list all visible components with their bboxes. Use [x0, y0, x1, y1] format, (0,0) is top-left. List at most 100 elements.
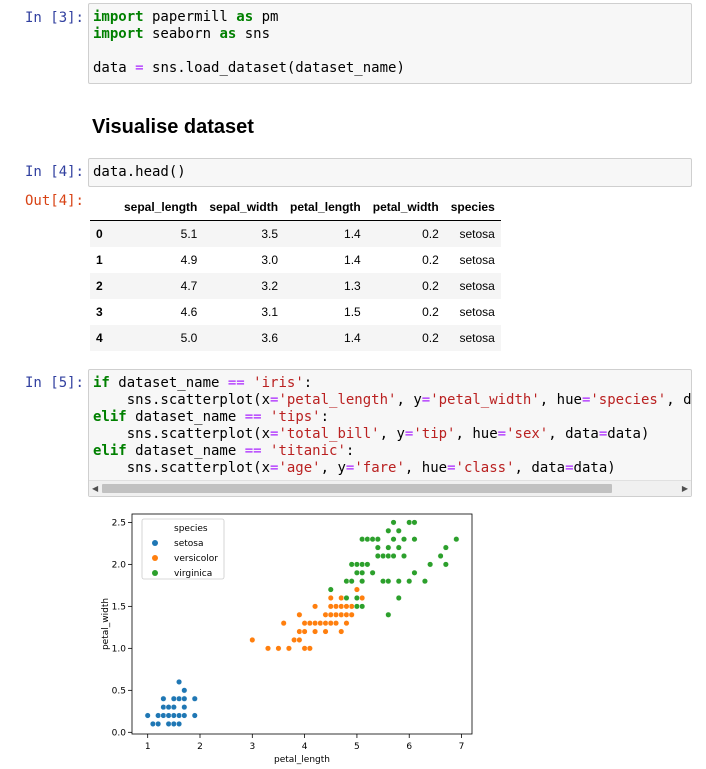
cell-4-prompt: In [4]:	[24, 164, 84, 180]
data-point-versicolor	[327, 611, 334, 618]
data-point-virginica	[442, 561, 449, 568]
data-point-setosa	[155, 712, 162, 719]
code-line: sns.scatterplot(x='total_bill', y='tip',…	[93, 426, 650, 442]
x-tick-label: 2	[197, 742, 203, 752]
data-point-virginica	[411, 569, 418, 576]
column-header: species	[444, 194, 501, 221]
legend-marker-setosa	[152, 540, 158, 546]
data-point-virginica	[442, 544, 449, 551]
data-point-versicolor	[327, 620, 334, 627]
scrollbar-thumb[interactable]	[102, 484, 612, 493]
y-tick-label: 2.5	[112, 518, 126, 528]
data-point-virginica	[395, 594, 402, 602]
legend-label-setosa: setosa	[174, 539, 203, 549]
table-row: 3 4.6 3.1 1.5 0.2 setosa	[90, 299, 501, 325]
data-point-versicolor	[338, 611, 345, 618]
data-point-virginica	[343, 594, 350, 602]
code-line: if dataset_name == 'iris':	[93, 375, 313, 391]
data-point-virginica	[353, 569, 360, 576]
section-heading: Visualise dataset	[92, 116, 254, 138]
data-point-setosa	[160, 704, 167, 711]
data-point-versicolor	[343, 611, 350, 618]
column-header: petal_width	[366, 194, 445, 221]
data-point-setosa	[165, 720, 172, 727]
data-point-setosa	[176, 720, 183, 727]
y-tick-label: 1.0	[112, 644, 127, 654]
data-point-setosa	[191, 712, 198, 719]
table-cell: 1.3	[344, 279, 361, 293]
table-cell: 3.0	[261, 253, 279, 267]
data-point-setosa	[149, 720, 156, 727]
data-point-setosa	[170, 695, 177, 702]
data-point-versicolor	[338, 628, 345, 635]
data-point-versicolor	[338, 603, 345, 610]
data-point-versicolor	[338, 594, 345, 602]
data-point-versicolor	[312, 620, 319, 627]
data-point-versicolor	[343, 603, 350, 610]
data-point-versicolor	[249, 636, 256, 644]
table-cell: 3.5	[261, 227, 279, 241]
data-point-virginica	[359, 569, 366, 576]
data-point-virginica	[385, 544, 392, 551]
x-tick-label: 3	[249, 742, 255, 752]
code-cell-3-source[interactable]: import papermill as pm import seaborn as …	[89, 4, 691, 77]
data-point-versicolor	[348, 611, 355, 618]
table-row: 1 4.9 3.0 1.4 0.2 setosa	[90, 247, 501, 273]
legend-label-virginica: virginica	[174, 569, 212, 579]
column-header: petal_length	[284, 194, 367, 221]
data-point-versicolor	[322, 611, 329, 618]
data-point-virginica	[411, 519, 418, 526]
table-cell: 5.1	[180, 227, 198, 241]
data-point-versicolor	[353, 586, 360, 593]
data-point-virginica	[327, 586, 334, 593]
row-index: 1	[96, 253, 103, 267]
legend-label-versicolor: versicolor	[174, 554, 218, 564]
y-axis-label: petal_width	[101, 598, 111, 650]
data-point-virginica	[359, 536, 366, 543]
data-point-setosa	[181, 704, 188, 711]
data-point-versicolor	[301, 620, 308, 627]
horizontal-scrollbar[interactable]: ◀ ▶	[89, 480, 691, 496]
data-point-virginica	[380, 552, 387, 560]
row-index: 3	[96, 305, 103, 319]
code-cell-4[interactable]: data.head()	[88, 158, 692, 187]
data-point-setosa	[170, 720, 177, 727]
table-cell: 0.2	[422, 331, 439, 345]
data-point-virginica	[406, 578, 413, 585]
code-line	[93, 43, 691, 60]
data-point-versicolor	[332, 620, 340, 627]
table-cell: 1.4	[344, 253, 361, 267]
table-cell: 0.2	[422, 305, 439, 319]
code-line: import seaborn as sns	[93, 26, 271, 42]
code-cell-4-source[interactable]: data.head()	[89, 159, 691, 181]
data-point-virginica	[390, 552, 397, 560]
table-cell: 3.2	[261, 279, 279, 293]
data-point-versicolor	[301, 628, 308, 635]
code-cell-5-source[interactable]: if dataset_name == 'iris': sns.scatterpl…	[89, 370, 691, 482]
table-row: 2 4.7 3.2 1.3 0.2 setosa	[90, 273, 501, 299]
data-point-setosa	[176, 695, 183, 702]
data-point-versicolor	[291, 636, 298, 644]
data-point-virginica	[364, 536, 371, 543]
scroll-right-icon[interactable]: ▶	[681, 484, 688, 493]
data-point-setosa	[160, 695, 167, 702]
code-cell-5[interactable]: if dataset_name == 'iris': sns.scatterpl…	[88, 369, 692, 497]
data-point-virginica	[374, 536, 381, 543]
data-point-virginica	[343, 578, 350, 585]
data-point-versicolor	[312, 628, 319, 635]
table-header-row: sepal_length sepal_width petal_length pe…	[90, 194, 501, 221]
data-point-virginica	[348, 578, 355, 585]
data-point-versicolor	[312, 603, 319, 610]
data-point-virginica	[427, 561, 434, 568]
scroll-left-icon[interactable]: ◀	[92, 484, 99, 493]
legend-box	[141, 518, 225, 580]
data-point-versicolor	[296, 628, 303, 635]
data-point-virginica	[437, 552, 444, 560]
table-cell: 3.1	[261, 305, 279, 319]
x-tick-label: 7	[459, 742, 465, 752]
data-point-virginica	[400, 536, 408, 543]
code-cell-3[interactable]: import papermill as pm import seaborn as …	[88, 3, 692, 84]
data-point-virginica	[353, 561, 360, 568]
code-line: data = sns.load_dataset(dataset_name)	[93, 60, 405, 76]
code-line: sns.scatterplot(x='age', y='fare', hue='…	[93, 460, 616, 476]
